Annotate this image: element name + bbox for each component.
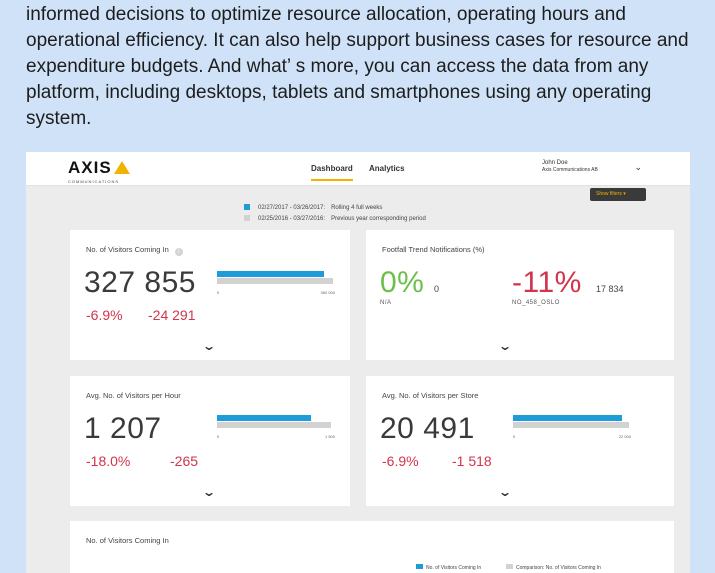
bar-previous [513,422,629,428]
tab-dashboard[interactable]: Dashboard [311,164,353,181]
visitors-card: No. of Visitors Coming In i 327 855 -6.9%… [70,230,350,360]
legend-swatch [506,564,513,569]
card-title: Footfall Trend Notifications (%) [382,245,485,254]
legend-label: No. of Visitors Coming In [426,565,482,571]
chevron-down-icon: ⌄ [634,162,642,172]
legend-current-swatch [244,204,250,210]
period-legend: 02/27/2017 - 03/26/2017: Rolling 4 full w… [244,203,426,225]
dashboard-screenshot: AXIS COMMUNICATIONS Dashboard Analytics … [26,152,690,573]
footfall-right-value: -11% [512,266,582,299]
footfall-right-label: NO_458_OSLO [512,300,560,306]
expand-chevron-icon[interactable]: ⌄ [497,485,513,499]
chevron-down-icon: ▾ [623,191,626,197]
axis-min: 0 [217,290,220,295]
user-name: John Doe [542,160,568,166]
user-menu[interactable]: John Doe Axis Communications AB ⌄ [536,156,646,182]
logo-subtitle: COMMUNICATIONS [68,179,120,184]
card-title: No. of Visitors Coming In i [86,245,183,256]
axis-min: 0 [217,434,220,439]
expand-chevron-icon[interactable]: ⌄ [497,339,513,353]
user-org: Axis Communications AB [542,167,598,173]
legend-swatch [416,564,423,569]
axis-max: 22 000 [618,434,631,439]
comparison-bars: 0 360 000 [217,271,335,297]
metric-value: 327 855 [84,266,196,299]
legend-current: 02/27/2017 - 03/26/2017: Rolling 4 full w… [244,203,426,214]
legend-previous: 02/25/2016 - 03/27/2016: Previous year co… [244,214,426,225]
bar-current [217,271,325,277]
axis-logo[interactable]: AXIS COMMUNICATIONS [68,158,130,184]
chart-legend-compare: Comparison: No. of Visitors Coming In [506,564,601,571]
legend-current-desc: Rolling 4 full weeks [331,205,383,211]
comparison-bars: 0 22 000 [513,415,631,441]
axis-max: 360 000 [320,290,335,295]
info-icon[interactable]: i [174,248,183,256]
metric-diff: -1 518 [452,453,492,469]
bar-current [217,415,312,421]
footfall-left-count: 0 [434,284,440,294]
footfall-right-count: 17 834 [596,284,624,294]
metric-pct: -18.0% [86,453,131,469]
chart-legend-current: No. of Visitors Coming In [416,564,481,571]
metric-diff: -265 [170,453,199,469]
bar-previous [217,422,332,428]
legend-previous-dates: 02/25/2016 - 03/27/2016: [258,216,326,222]
card-title-text: No. of Visitors Coming In [86,245,169,254]
legend-label: Comparison: No. of Visitors Coming In [516,565,601,571]
comparison-bars: 0 1 500 [217,415,335,441]
per-store-card: Avg. No. of Visitors per Store 20 491 -6… [366,376,674,506]
logo-text: AXIS [68,158,112,177]
per-hour-card: Avg. No. of Visitors per Hour 1 207 -18.… [70,376,350,506]
metric-value: 1 207 [84,412,162,445]
metric-diff: -24 291 [148,307,196,323]
footfall-card: Footfall Trend Notifications (%) 0% 0 N/… [366,230,674,360]
metric-pct: -6.9% [382,453,419,469]
legend-previous-desc: Previous year corresponding period [331,216,426,222]
axis-max: 1 500 [324,434,335,439]
tab-analytics[interactable]: Analytics [369,164,405,173]
expand-chevron-icon[interactable]: ⌄ [201,339,217,353]
card-title: Avg. No. of Visitors per Hour [86,391,181,400]
visitors-chart-card: No. of Visitors Coming In No. of Visitor… [70,521,674,573]
card-title: No. of Visitors Coming In [86,536,169,545]
legend-previous-swatch [244,215,250,221]
legend-current-dates: 02/27/2017 - 03/26/2017: [258,205,326,211]
axis-min: 0 [513,434,516,439]
card-title: Avg. No. of Visitors per Store [382,391,479,400]
bar-current [513,415,622,421]
footfall-left-label: N/A [380,300,392,306]
footfall-left-value: 0% [380,266,425,299]
show-filters-button[interactable]: Show filters ▾ [590,188,646,201]
top-bar: AXIS COMMUNICATIONS Dashboard Analytics … [26,152,690,186]
logo-triangle-icon [113,161,130,174]
show-filters-label: Show filters [596,191,622,197]
bar-previous [217,278,333,284]
metric-value: 20 491 [380,412,475,445]
metric-pct: -6.9% [86,307,123,323]
expand-chevron-icon[interactable]: ⌄ [201,485,217,499]
intro-paragraph: informed decisions to optimize resource … [26,4,689,129]
